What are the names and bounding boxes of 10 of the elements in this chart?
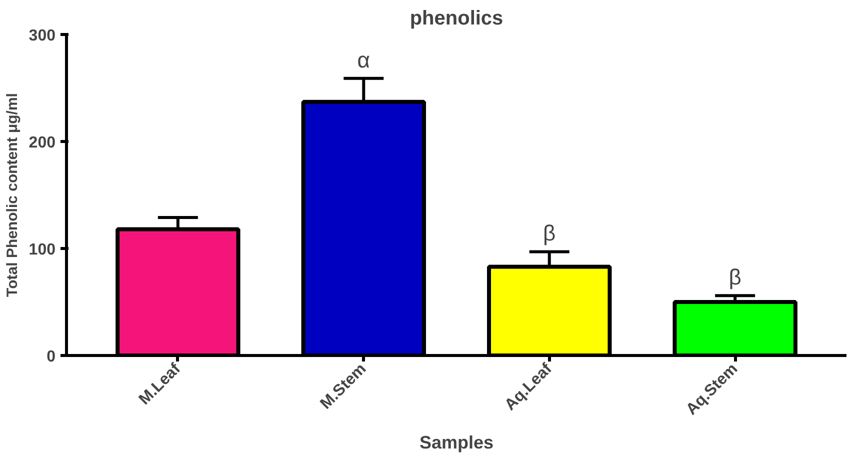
y-tick-label: 200 bbox=[28, 134, 56, 152]
y-tick-label: 300 bbox=[28, 28, 56, 44]
y-tick-label: 100 bbox=[28, 242, 56, 258]
y-tick-label: 0 bbox=[46, 348, 56, 366]
x-axis-title: Samples bbox=[419, 432, 494, 452]
annotation: α bbox=[357, 47, 370, 72]
chart-title: phenolics bbox=[410, 8, 504, 30]
y-axis-title: Total Phenolic content μg/ml bbox=[4, 93, 21, 297]
annotation: β bbox=[543, 220, 556, 246]
annotation: β bbox=[728, 264, 742, 290]
